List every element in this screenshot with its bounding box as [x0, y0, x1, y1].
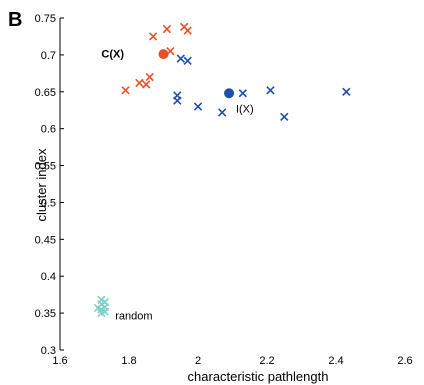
mean-point	[158, 49, 169, 60]
data-point	[183, 56, 192, 65]
data-point	[148, 32, 158, 41]
annotation-label: I(X)	[236, 104, 254, 116]
x-tick-label: 2.6	[397, 355, 412, 367]
x-tick-label: 2.4	[328, 355, 343, 367]
data-point	[193, 102, 203, 111]
data-point	[145, 72, 154, 82]
data-point	[238, 89, 248, 98]
y-tick-label: 0.7	[41, 50, 56, 62]
x-axis-title: characteristic pathlength	[188, 369, 329, 384]
series-i-x-	[173, 54, 351, 122]
annotations: C(X) I(X) random	[101, 48, 253, 322]
axes: 0.3 0.35 0.4 0.45 0.5 0.55 0.6 0.65 0.7 0.75 1.6 1.…	[35, 13, 413, 367]
data-point	[173, 91, 182, 100]
x-tick-label: 1.6	[52, 355, 67, 367]
data-point	[342, 87, 351, 96]
data-point	[121, 86, 130, 95]
annotation-label: random	[115, 310, 152, 322]
data-point	[217, 108, 227, 117]
series-c-x-	[121, 22, 192, 95]
mean-point	[224, 88, 235, 99]
y-tick-label: 0.55	[35, 161, 56, 173]
y-axis-title: cluster index	[34, 148, 49, 221]
y-tick-label: 0.75	[35, 13, 56, 25]
panel-letter: B	[8, 9, 22, 31]
y-tick-label: 0.6	[41, 124, 56, 136]
y-tick-label: 0.45	[35, 234, 56, 246]
data-point	[135, 78, 144, 88]
data-point	[93, 303, 103, 313]
data-point	[183, 26, 192, 35]
y-tick-label: 0.4	[41, 271, 56, 283]
annotation-label: C(X)	[101, 48, 124, 60]
chart-marks	[93, 22, 351, 318]
y-tick-label: 0.3	[41, 345, 56, 357]
x-tick-label: 2.2	[259, 355, 274, 367]
data-point	[97, 295, 106, 304]
x-tick-label: 1.8	[121, 355, 136, 367]
y-tick-label: 0.5	[41, 197, 56, 209]
data-point	[100, 307, 110, 316]
data-point	[176, 54, 185, 63]
data-point	[142, 80, 151, 89]
y-tick-label: 0.65	[35, 87, 56, 99]
data-point	[280, 112, 289, 122]
series-random	[93, 295, 110, 318]
y-tick-label: 0.35	[35, 308, 56, 320]
data-point	[162, 24, 172, 34]
x-tick-label: 2	[195, 355, 201, 367]
data-point	[266, 86, 275, 95]
